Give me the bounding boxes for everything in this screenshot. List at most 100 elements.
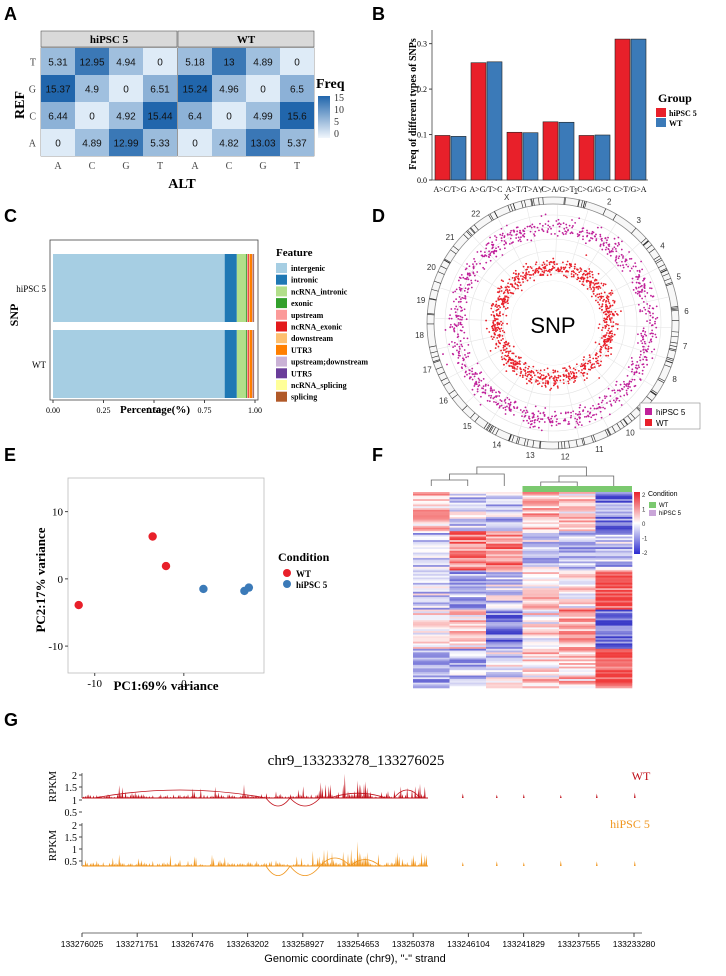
d-point-hipsc <box>520 232 522 235</box>
d-point-wt <box>582 280 585 283</box>
d-band <box>564 441 566 449</box>
f-cell <box>595 593 633 596</box>
d-point-hipsc <box>503 240 506 242</box>
c-legend-swatch <box>276 309 287 320</box>
d-point-hipsc <box>479 250 482 253</box>
d-point-hipsc <box>465 318 468 321</box>
f-cell <box>486 623 523 626</box>
d-point-wt <box>543 267 546 270</box>
f-cell <box>413 618 450 621</box>
a-cell-label: 13 <box>223 58 235 69</box>
d-point-hipsc <box>465 301 468 304</box>
d-point-hipsc <box>488 394 490 397</box>
g-splice-arc <box>319 857 351 867</box>
f-cell <box>559 549 596 552</box>
f-cell <box>486 509 523 512</box>
d-point-hipsc <box>642 358 645 361</box>
d-band <box>469 227 475 234</box>
f-cell <box>413 573 450 577</box>
d-point-wt <box>498 287 501 290</box>
d-point-hipsc <box>458 352 460 355</box>
d-point-hipsc <box>471 367 474 370</box>
d-point-hipsc <box>613 237 616 240</box>
d-point-hipsc <box>493 249 496 252</box>
d-point-hipsc <box>595 233 597 236</box>
f-cell <box>559 518 596 521</box>
f-cell <box>449 591 487 594</box>
f-cell <box>413 527 450 530</box>
f-cell <box>522 636 560 639</box>
d-point-hipsc <box>554 410 556 413</box>
d-band <box>575 439 578 447</box>
d-point-wt <box>600 360 603 363</box>
a-xlabel: ALT <box>168 177 196 192</box>
d-point-wt <box>546 382 549 384</box>
f-cell <box>413 614 450 618</box>
d-point-wt <box>607 295 610 298</box>
d-point-wt <box>581 283 584 286</box>
d-point-wt <box>589 361 592 364</box>
f-cell <box>486 508 523 511</box>
d-band <box>668 349 676 352</box>
d-point-wt <box>584 269 587 272</box>
d-point-hipsc <box>578 416 581 419</box>
d-point-wt <box>599 354 602 357</box>
d-point-hipsc <box>634 265 637 268</box>
d-point-hipsc <box>494 235 496 237</box>
d-point-wt <box>590 295 593 298</box>
f-cell <box>522 527 560 530</box>
d-point-wt <box>607 300 610 303</box>
d-point-hipsc <box>606 239 608 242</box>
d-point-wt <box>572 274 575 276</box>
f-cell <box>559 618 596 621</box>
g-coverage <box>82 841 636 866</box>
f-condition-bar <box>486 486 523 492</box>
d-point-wt <box>520 275 522 277</box>
c-legend-swatch <box>276 333 287 344</box>
d-point-hipsc <box>484 384 487 387</box>
d-point-hipsc <box>615 380 618 383</box>
f-cell <box>413 677 450 680</box>
d-point-wt <box>538 266 541 269</box>
d-point-wt <box>492 324 495 326</box>
d-point-hipsc <box>582 238 584 241</box>
d-point-wt <box>599 348 602 350</box>
d-point-wt <box>494 329 497 331</box>
d-point-hipsc <box>530 423 533 425</box>
d-point-hipsc <box>625 263 628 266</box>
d-point-hipsc <box>471 388 474 391</box>
f-cell <box>559 652 596 655</box>
f-cell <box>522 536 560 539</box>
d-point-wt <box>511 365 514 368</box>
f-cell <box>413 518 450 521</box>
d-band <box>643 240 649 246</box>
d-point-hipsc <box>463 349 466 351</box>
d-point-wt <box>597 301 599 304</box>
f-cell <box>559 563 596 566</box>
f-cell <box>413 550 450 553</box>
d-point-hipsc <box>583 415 586 418</box>
d-point-wt <box>581 364 584 367</box>
d-point-wt <box>544 377 546 380</box>
f-cell <box>559 582 596 585</box>
f-cell <box>559 625 596 628</box>
d-point-hipsc <box>637 303 640 306</box>
d-point-hipsc <box>635 275 637 278</box>
d-point-hipsc <box>470 279 473 282</box>
f-cell <box>413 552 450 555</box>
f-cell <box>595 565 633 568</box>
f-cell <box>522 645 560 648</box>
f-cell <box>522 541 560 544</box>
f-cell <box>486 636 523 639</box>
d-point-hipsc <box>484 392 487 395</box>
f-scale-tick: -1 <box>642 537 648 543</box>
d-point-wt <box>599 298 602 301</box>
d-point-wt <box>575 363 578 366</box>
d-point-wt <box>554 383 556 386</box>
d-point-hipsc <box>622 264 624 267</box>
f-condition-bar <box>595 486 632 492</box>
f-cell <box>413 499 450 502</box>
f-cell <box>559 611 596 614</box>
d-point-hipsc <box>503 400 506 402</box>
f-cell <box>522 663 560 666</box>
